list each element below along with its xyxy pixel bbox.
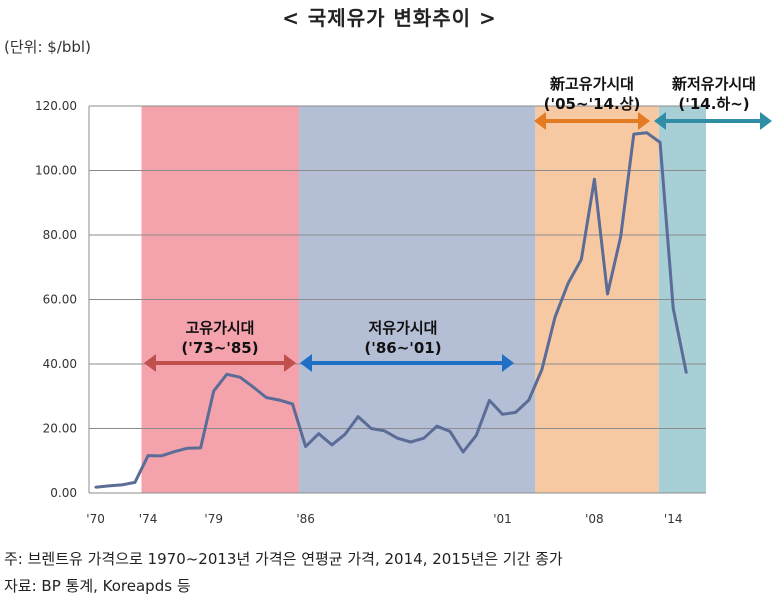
data-point	[671, 307, 675, 310]
unit-label: (단위: $/bbl)	[4, 38, 91, 56]
data-point	[658, 141, 662, 144]
era-label-1: 고유가시대	[185, 319, 254, 337]
data-point	[278, 398, 281, 402]
source-note: 자료: BP 통계, Koreapds 등	[4, 577, 191, 595]
data-point	[291, 402, 294, 406]
y-tick-label: 100.00	[35, 164, 77, 178]
x-tick-label: '08	[585, 512, 604, 526]
data-point	[94, 485, 97, 489]
data-point	[251, 385, 255, 389]
x-tick-label: '70	[86, 512, 105, 526]
x-tick-label: '79	[204, 512, 223, 526]
data-point	[514, 411, 517, 414]
arrow-head-right	[638, 112, 650, 130]
data-point	[160, 454, 163, 458]
era-label-4: 新저유가시대	[672, 75, 756, 93]
y-tick-label: 60.00	[43, 293, 77, 307]
axes: 0.00 20.00 40.00 60.00 80.00 100.00 120.00 '70 '…	[35, 99, 706, 526]
data-point	[606, 292, 609, 296]
era-arrow-3	[534, 112, 650, 130]
arrow-head-right	[760, 112, 772, 130]
arrow-head-left	[654, 112, 666, 130]
x-tick-label: '86	[296, 512, 315, 526]
data-point	[645, 131, 649, 134]
data-point	[356, 415, 360, 418]
data-point	[238, 376, 242, 379]
data-point	[461, 450, 465, 454]
data-point	[146, 454, 150, 457]
era-label-2: 저유가시대	[368, 319, 437, 337]
data-point	[632, 132, 635, 136]
data-point	[422, 436, 425, 440]
x-tick-label: '74	[139, 512, 158, 526]
y-tick-label: 120.00	[35, 99, 77, 113]
x-tick-label: '14	[664, 512, 683, 526]
data-point	[186, 446, 189, 450]
data-point	[265, 396, 268, 399]
data-point	[593, 178, 596, 181]
arrow-head-left	[300, 354, 312, 372]
series-line-1	[95, 131, 688, 489]
oil-price-chart: 0.00 20.00 40.00 60.00 80.00 100.00 120.00 '70 '…	[35, 75, 772, 526]
era-annotations: 고유가시대 ('73~'85) 저유가시대 ('86~'01) 新고유가시대 ('05~'…	[144, 75, 772, 372]
x-tick-label: '01	[493, 512, 512, 526]
data-point	[475, 434, 478, 437]
footnote: 주: 브렌트유 가격으로 1970~2013년 가격은 연평균 가격, 2014…	[4, 550, 563, 568]
data-point	[383, 429, 386, 432]
data-point	[566, 281, 570, 285]
era-arrow-1	[144, 354, 296, 372]
era-label-3: 新고유가시대	[550, 75, 634, 93]
data-point	[580, 258, 583, 261]
data-point	[317, 432, 320, 435]
y-tick-label: 80.00	[43, 228, 77, 242]
data-point	[527, 398, 530, 402]
data-point	[343, 433, 347, 436]
era-range-label-3: ('05~'14.상)	[544, 95, 641, 113]
data-point	[501, 413, 504, 416]
era-arrow-4	[654, 112, 772, 130]
arrow-head-left	[144, 354, 156, 372]
data-point	[225, 373, 229, 376]
arrow-head-right	[502, 354, 514, 372]
data-point	[212, 389, 215, 393]
data-point	[540, 368, 544, 371]
data-point	[173, 450, 176, 453]
data-point	[107, 484, 110, 488]
data-point	[133, 481, 137, 484]
data-point	[553, 316, 557, 319]
arrow-head-left	[534, 112, 546, 130]
era-range-label-4: ('14.하~)	[678, 95, 749, 113]
data-point	[619, 235, 622, 238]
era-range-label-2: ('86~'01)	[364, 339, 441, 357]
data-point	[396, 436, 399, 440]
arrow-head-right	[284, 354, 296, 372]
page-title: < 국제유가 변화추이 >	[282, 6, 497, 30]
y-tick-label: 40.00	[43, 357, 77, 371]
series-layer	[94, 131, 688, 489]
data-point	[488, 399, 491, 402]
data-point	[435, 425, 439, 428]
era-arrow-2	[300, 354, 514, 372]
data-point	[304, 445, 307, 448]
y-tick-label: 20.00	[43, 422, 77, 436]
data-point	[685, 371, 688, 374]
data-point	[330, 443, 334, 447]
data-point	[120, 483, 124, 487]
y-tick-label: 0.00	[50, 486, 77, 500]
data-point	[199, 446, 202, 450]
era-range-label-1: ('73~'85)	[181, 339, 258, 357]
data-point	[409, 440, 412, 444]
data-point	[370, 427, 373, 430]
data-point	[448, 430, 452, 433]
